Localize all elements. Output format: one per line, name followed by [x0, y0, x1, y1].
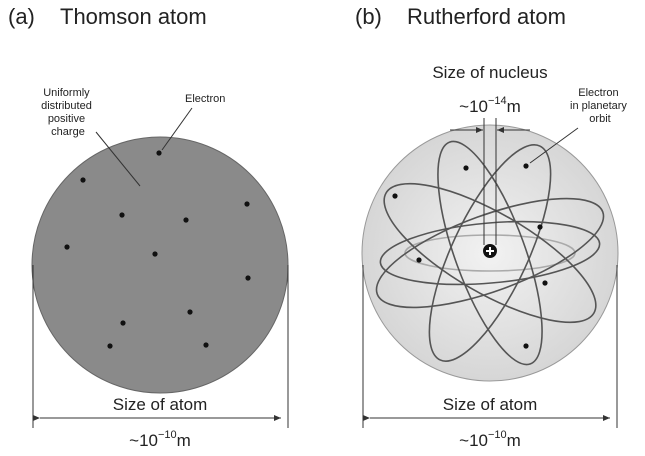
text: m: [177, 431, 191, 450]
charge-note: Uniformly distributed positive charge: [41, 87, 95, 138]
panel-label: (b): [355, 4, 382, 29]
text: orbit: [589, 113, 610, 125]
electron-note: Electron: [185, 93, 225, 105]
text: distributed: [41, 100, 92, 112]
text: −14: [488, 95, 507, 107]
text: ~10: [459, 97, 488, 116]
text: −10: [158, 429, 177, 441]
thomson-atom: [32, 137, 288, 393]
size-value: ~10−10m: [129, 429, 191, 450]
text: charge: [51, 126, 85, 138]
electron-note: Electron in planetary orbit: [570, 87, 630, 125]
text: m: [507, 97, 521, 116]
text: ~10: [459, 431, 488, 450]
size-label: Size of atom: [443, 395, 538, 414]
text: −10: [488, 429, 507, 441]
text: m: [507, 431, 521, 450]
text: Uniformly: [43, 87, 90, 99]
nucleus-size: ~10−14m: [459, 95, 521, 116]
text: in planetary: [570, 100, 627, 112]
size-value: ~10−10m: [459, 429, 521, 450]
figure: (a) Thomson atom Uniformly distributed p…: [0, 0, 645, 456]
text: positive: [48, 113, 85, 125]
panel-title: Thomson atom: [60, 4, 207, 29]
panel-title: Rutherford atom: [407, 4, 566, 29]
size-label: Size of atom: [113, 395, 208, 414]
text: Electron: [578, 87, 618, 99]
nucleus-label: Size of nucleus: [432, 63, 547, 82]
text: ~10: [129, 431, 158, 450]
panel-label: (a): [8, 4, 35, 29]
